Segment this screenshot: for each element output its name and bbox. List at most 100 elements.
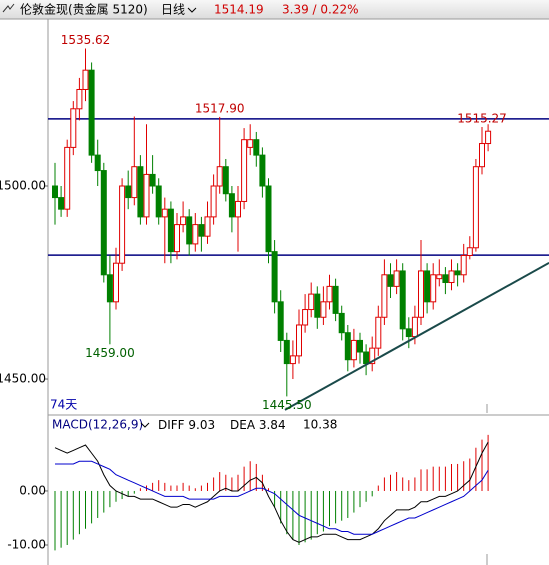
candle-body	[393, 270, 400, 287]
candle-body	[442, 274, 449, 284]
candle-body	[350, 339, 357, 361]
y-tick-label: 1500.00	[0, 179, 46, 193]
candle-body	[253, 139, 260, 156]
macd-dropdown[interactable]	[140, 422, 150, 428]
candle-body	[357, 339, 363, 353]
candle-body	[399, 270, 406, 330]
candle-body	[375, 316, 382, 349]
candle-body	[472, 166, 479, 249]
y-tick-label: -10.00	[7, 538, 46, 552]
macd-last: 10.38	[303, 418, 337, 432]
candle-body	[326, 285, 333, 303]
candle-body	[369, 347, 376, 365]
days-label: 74天	[50, 398, 77, 412]
candle-body	[241, 139, 248, 202]
candle-body	[94, 154, 101, 172]
header-bar	[0, 0, 549, 19]
candle-body	[332, 285, 339, 314]
candle-body	[204, 216, 211, 237]
candle-body	[137, 166, 144, 218]
candle-body	[265, 185, 272, 253]
candle-body	[363, 351, 370, 365]
candle-body	[131, 166, 138, 199]
candle-body	[167, 208, 174, 253]
candle-body	[161, 208, 168, 218]
candle-body	[186, 216, 193, 245]
candle-body	[143, 173, 150, 218]
last-price: 1514.19	[214, 3, 264, 17]
candle-body	[174, 224, 180, 253]
symbol[interactable]: 伦敦金现(贵金属 5120)	[20, 2, 148, 17]
candle-body	[314, 293, 321, 318]
candle-body	[436, 274, 443, 280]
candle-body	[320, 301, 327, 318]
macd-line	[55, 460, 489, 535]
candle-body	[296, 324, 302, 357]
candle-body	[466, 247, 473, 256]
candle-body	[448, 270, 455, 284]
candle-body	[58, 197, 65, 210]
candle-body	[418, 270, 424, 318]
candle-body	[411, 316, 418, 338]
dea-last: 3.84	[259, 418, 286, 432]
dea-name: DEA	[230, 418, 256, 432]
candle-body	[210, 185, 217, 218]
candle-body	[405, 328, 412, 338]
candle-body	[198, 224, 205, 237]
price-change: 3.39 / 0.22%	[282, 3, 359, 17]
trendline	[284, 261, 549, 411]
candle-body	[76, 88, 83, 110]
candle-body	[88, 69, 95, 156]
candle-body	[277, 301, 284, 341]
macd-line	[54, 441, 489, 543]
candle-body	[259, 154, 266, 187]
period[interactable]: 日线	[161, 3, 185, 17]
candle-body	[155, 185, 162, 218]
candle-body	[460, 254, 467, 276]
candle-body	[283, 339, 290, 365]
candle-body	[82, 69, 89, 90]
candle-body	[100, 170, 107, 276]
diff-last: 9.03	[188, 418, 215, 432]
diff-legend: DIFF 9.03	[158, 418, 215, 432]
candle-body	[222, 166, 229, 195]
diff-name: DIFF	[158, 418, 185, 432]
candle-body	[247, 139, 254, 148]
candle-body	[180, 216, 187, 226]
candle-body	[235, 200, 241, 218]
candle-body	[113, 262, 119, 303]
period-dropdown[interactable]	[187, 7, 197, 13]
price-annotation: 1459.00	[85, 346, 135, 360]
candle-body	[381, 274, 388, 318]
candle-body	[216, 166, 223, 187]
candle-body	[479, 143, 485, 168]
y-tick-label: 0.00	[19, 483, 46, 497]
candle-body	[302, 309, 309, 326]
dea-legend: DEA 3.84	[230, 418, 286, 432]
candle-body	[119, 185, 126, 264]
price-annotation: 1515.27	[457, 112, 507, 126]
candle-body	[344, 332, 351, 361]
candle-body	[271, 251, 278, 303]
price-annotation: 1517.90	[195, 101, 245, 115]
price-annotation: 1535.62	[61, 33, 111, 47]
y-tick-label: 1450.00	[0, 372, 46, 386]
candle-body	[149, 173, 156, 187]
candle-body	[228, 193, 235, 218]
candle-body	[52, 185, 58, 199]
candle-body	[70, 108, 77, 148]
candle-body	[64, 146, 71, 210]
candle-body	[430, 274, 437, 303]
candle-body	[485, 130, 492, 145]
candle-body	[338, 312, 345, 334]
candle-body	[106, 274, 113, 303]
candle-body	[387, 274, 394, 287]
candle-body	[308, 293, 315, 311]
price-annotation: 1445.50	[262, 398, 312, 412]
macd-title[interactable]: MACD(12,26,9)	[52, 418, 143, 432]
header-icon[interactable]	[2, 3, 15, 13]
candle-body	[289, 355, 296, 365]
candle-body	[125, 185, 132, 199]
candle-body	[454, 270, 461, 276]
